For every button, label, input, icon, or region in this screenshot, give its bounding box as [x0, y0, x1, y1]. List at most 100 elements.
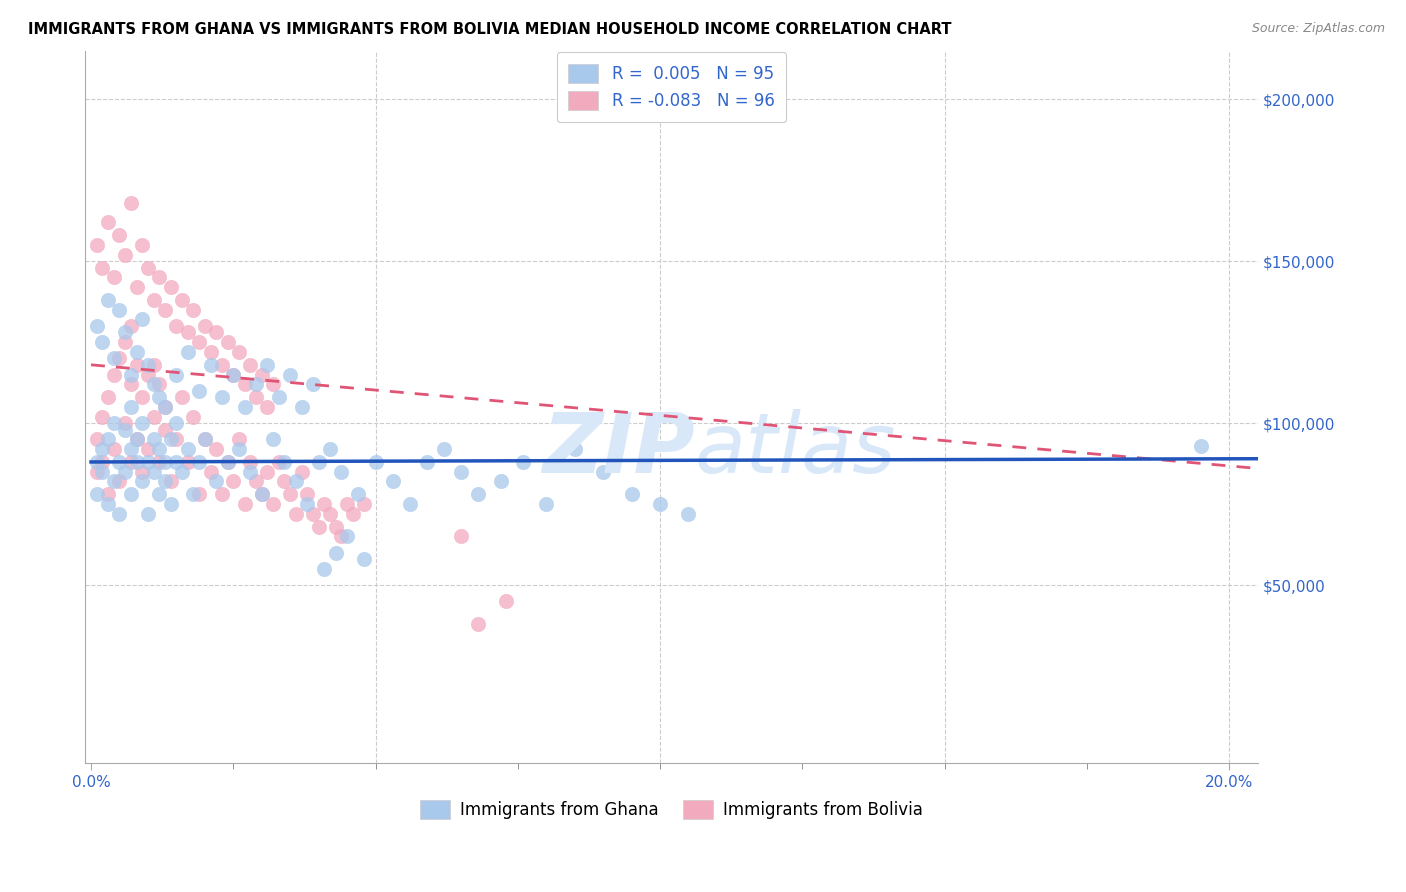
Point: [228, 442, 250, 456]
Point: [131, 475, 153, 489]
Point: [91, 442, 114, 456]
Point: [125, 280, 148, 294]
Text: Source: ZipAtlas.com: Source: ZipAtlas.com: [1251, 22, 1385, 36]
Point: [302, 507, 325, 521]
Point: [148, 377, 170, 392]
Point: [336, 497, 359, 511]
Point: [278, 368, 301, 382]
Point: [131, 312, 153, 326]
Point: [142, 377, 165, 392]
Point: [120, 455, 142, 469]
Point: [108, 507, 131, 521]
Point: [148, 455, 170, 469]
Point: [564, 442, 586, 456]
Point: [108, 228, 131, 243]
Point: [267, 390, 290, 404]
Point: [325, 519, 347, 533]
Point: [262, 497, 284, 511]
Point: [256, 465, 278, 479]
Point: [136, 455, 159, 469]
Point: [217, 455, 239, 469]
Point: [142, 432, 165, 446]
Point: [233, 400, 256, 414]
Point: [136, 358, 159, 372]
Point: [114, 248, 136, 262]
Point: [86, 432, 108, 446]
Point: [467, 487, 489, 501]
Point: [177, 442, 200, 456]
Point: [325, 546, 347, 560]
Point: [97, 432, 120, 446]
Point: [165, 368, 187, 382]
Point: [159, 475, 181, 489]
Point: [228, 432, 250, 446]
Point: [97, 487, 120, 501]
Point: [142, 465, 165, 479]
Point: [217, 335, 239, 350]
Point: [136, 507, 159, 521]
Point: [536, 497, 558, 511]
Point: [170, 465, 193, 479]
Point: [125, 344, 148, 359]
Point: [148, 442, 170, 456]
Point: [194, 318, 217, 333]
Point: [91, 455, 114, 469]
Point: [120, 400, 142, 414]
Point: [97, 497, 120, 511]
Point: [245, 390, 267, 404]
Point: [120, 487, 142, 501]
Point: [398, 497, 420, 511]
Point: [125, 432, 148, 446]
Point: [233, 377, 256, 392]
Point: [103, 475, 125, 489]
Point: [1189, 439, 1212, 453]
Point: [120, 368, 142, 382]
Point: [262, 432, 284, 446]
Point: [239, 358, 262, 372]
Point: [170, 390, 193, 404]
Point: [108, 475, 131, 489]
Point: [353, 497, 375, 511]
Point: [308, 455, 330, 469]
Point: [136, 442, 159, 456]
Point: [314, 562, 336, 576]
Point: [245, 475, 267, 489]
Point: [495, 594, 517, 608]
Point: [211, 487, 233, 501]
Point: [217, 455, 239, 469]
Point: [314, 497, 336, 511]
Point: [114, 416, 136, 430]
Point: [103, 442, 125, 456]
Point: [188, 335, 211, 350]
Point: [353, 552, 375, 566]
Point: [120, 195, 142, 210]
Point: [512, 455, 534, 469]
Point: [159, 280, 181, 294]
Point: [592, 465, 614, 479]
Point: [250, 368, 273, 382]
Point: [103, 416, 125, 430]
Point: [142, 293, 165, 307]
Point: [416, 455, 439, 469]
Point: [233, 497, 256, 511]
Point: [165, 432, 187, 446]
Point: [450, 529, 472, 543]
Point: [245, 377, 267, 392]
Point: [86, 318, 108, 333]
Point: [222, 475, 245, 489]
Point: [108, 351, 131, 366]
Point: [108, 455, 131, 469]
Point: [103, 368, 125, 382]
Point: [125, 358, 148, 372]
Point: [290, 400, 312, 414]
Point: [153, 475, 176, 489]
Point: [120, 318, 142, 333]
Y-axis label: Median Household Income: Median Household Income: [0, 306, 7, 508]
Point: [222, 368, 245, 382]
Point: [165, 318, 187, 333]
Point: [170, 293, 193, 307]
Point: [183, 302, 205, 317]
Point: [120, 442, 142, 456]
Point: [108, 302, 131, 317]
Point: [103, 351, 125, 366]
